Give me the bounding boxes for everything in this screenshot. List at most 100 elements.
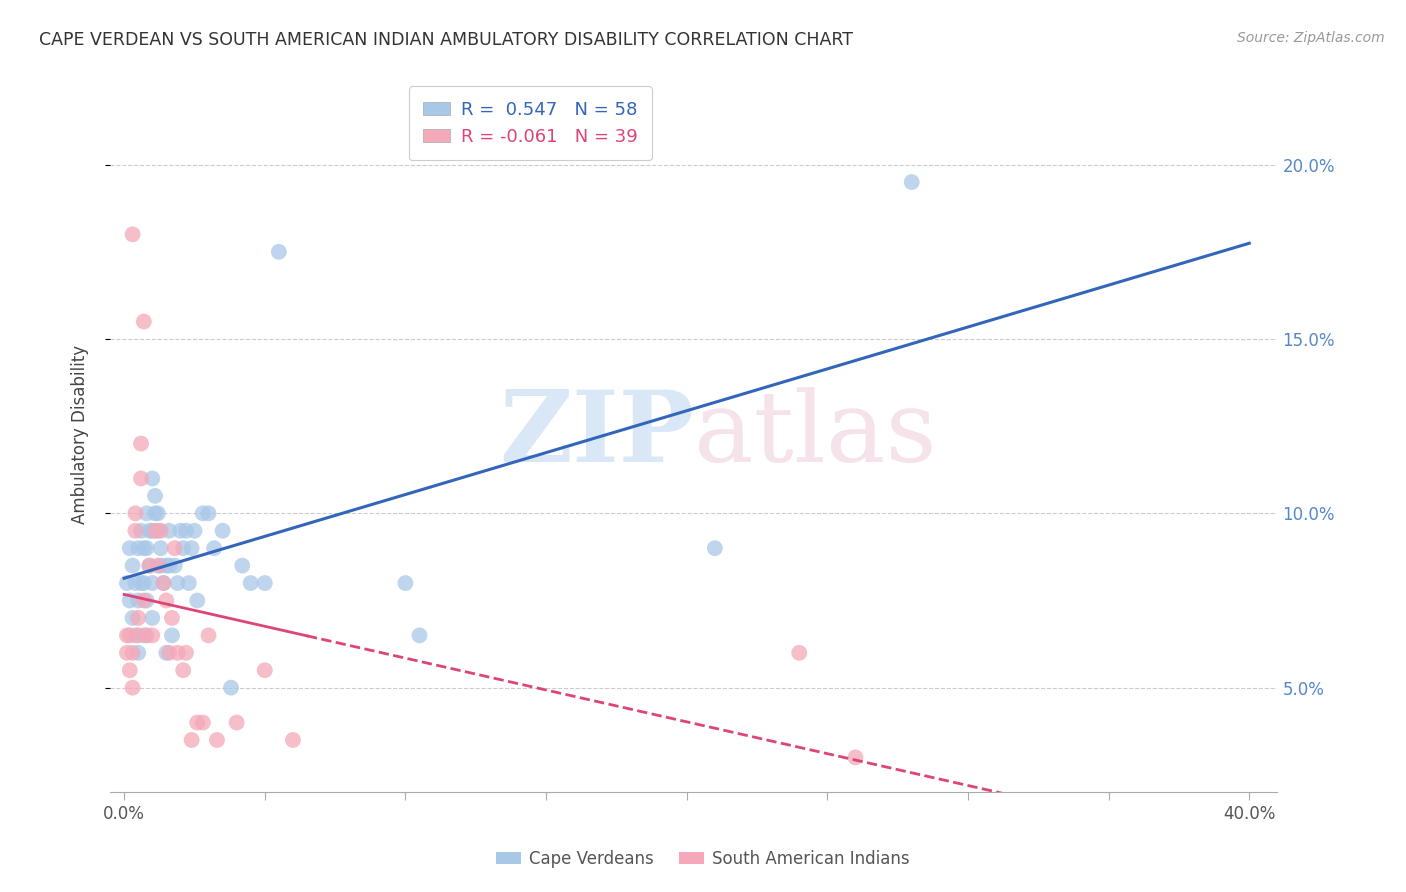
Y-axis label: Ambulatory Disability: Ambulatory Disability <box>72 345 89 524</box>
Point <box>129 471 152 485</box>
Point <box>166 646 188 660</box>
Point <box>186 593 208 607</box>
Point <box>146 524 169 538</box>
Point <box>135 628 157 642</box>
Point <box>115 646 138 660</box>
Point <box>155 558 177 573</box>
Text: Source: ZipAtlas.com: Source: ZipAtlas.com <box>1237 31 1385 45</box>
Point <box>180 541 202 556</box>
Point <box>844 750 866 764</box>
Point <box>174 646 197 660</box>
Point <box>703 541 725 556</box>
Point <box>197 506 219 520</box>
Point <box>135 541 157 556</box>
Point <box>183 524 205 538</box>
Point <box>191 715 214 730</box>
Point <box>127 628 149 642</box>
Point <box>157 524 180 538</box>
Point <box>197 628 219 642</box>
Point <box>155 593 177 607</box>
Legend: R =  0.547   N = 58, R = -0.061   N = 39: R = 0.547 N = 58, R = -0.061 N = 39 <box>409 87 652 161</box>
Text: CAPE VERDEAN VS SOUTH AMERICAN INDIAN AMBULATORY DISABILITY CORRELATION CHART: CAPE VERDEAN VS SOUTH AMERICAN INDIAN AM… <box>39 31 853 49</box>
Point <box>253 576 276 591</box>
Point <box>149 524 172 538</box>
Point <box>191 506 214 520</box>
Point <box>172 541 194 556</box>
Point <box>121 681 143 695</box>
Point <box>129 576 152 591</box>
Point <box>121 558 143 573</box>
Point <box>129 524 152 538</box>
Point <box>118 663 141 677</box>
Point <box>160 628 183 642</box>
Point <box>118 541 141 556</box>
Text: atlas: atlas <box>693 387 936 483</box>
Point <box>163 541 186 556</box>
Point <box>149 558 172 573</box>
Point <box>180 733 202 747</box>
Point <box>118 628 141 642</box>
Point <box>138 558 160 573</box>
Point <box>177 576 200 591</box>
Point <box>132 593 155 607</box>
Point <box>146 506 169 520</box>
Point <box>900 175 922 189</box>
Point <box>132 576 155 591</box>
Point <box>127 593 149 607</box>
Point <box>124 506 146 520</box>
Point <box>141 576 163 591</box>
Point <box>132 314 155 328</box>
Point <box>787 646 810 660</box>
Point <box>143 506 166 520</box>
Point <box>157 646 180 660</box>
Point <box>253 663 276 677</box>
Point <box>152 576 174 591</box>
Point <box>169 524 191 538</box>
Point <box>231 558 253 573</box>
Point <box>163 558 186 573</box>
Point <box>118 593 141 607</box>
Point <box>127 611 149 625</box>
Point <box>160 611 183 625</box>
Point <box>155 646 177 660</box>
Point <box>166 576 188 591</box>
Point <box>138 558 160 573</box>
Point <box>141 524 163 538</box>
Point <box>138 524 160 538</box>
Point <box>127 646 149 660</box>
Point <box>115 576 138 591</box>
Point <box>135 593 157 607</box>
Point <box>281 733 304 747</box>
Point <box>394 576 416 591</box>
Legend: Cape Verdeans, South American Indians: Cape Verdeans, South American Indians <box>489 844 917 875</box>
Point <box>205 733 228 747</box>
Point <box>135 506 157 520</box>
Text: ZIP: ZIP <box>499 386 693 483</box>
Point <box>225 715 247 730</box>
Point <box>115 628 138 642</box>
Point <box>121 227 143 242</box>
Point <box>172 663 194 677</box>
Point <box>152 576 174 591</box>
Point <box>408 628 430 642</box>
Point <box>124 524 146 538</box>
Point <box>121 611 143 625</box>
Point <box>124 628 146 642</box>
Point <box>174 524 197 538</box>
Point <box>146 558 169 573</box>
Point <box>124 576 146 591</box>
Point <box>157 558 180 573</box>
Point <box>149 541 172 556</box>
Point <box>143 489 166 503</box>
Point <box>211 524 233 538</box>
Point <box>127 541 149 556</box>
Point <box>239 576 262 591</box>
Point <box>121 646 143 660</box>
Point <box>186 715 208 730</box>
Point <box>141 628 163 642</box>
Point <box>219 681 242 695</box>
Point <box>202 541 225 556</box>
Point <box>132 541 155 556</box>
Point <box>141 611 163 625</box>
Point <box>143 524 166 538</box>
